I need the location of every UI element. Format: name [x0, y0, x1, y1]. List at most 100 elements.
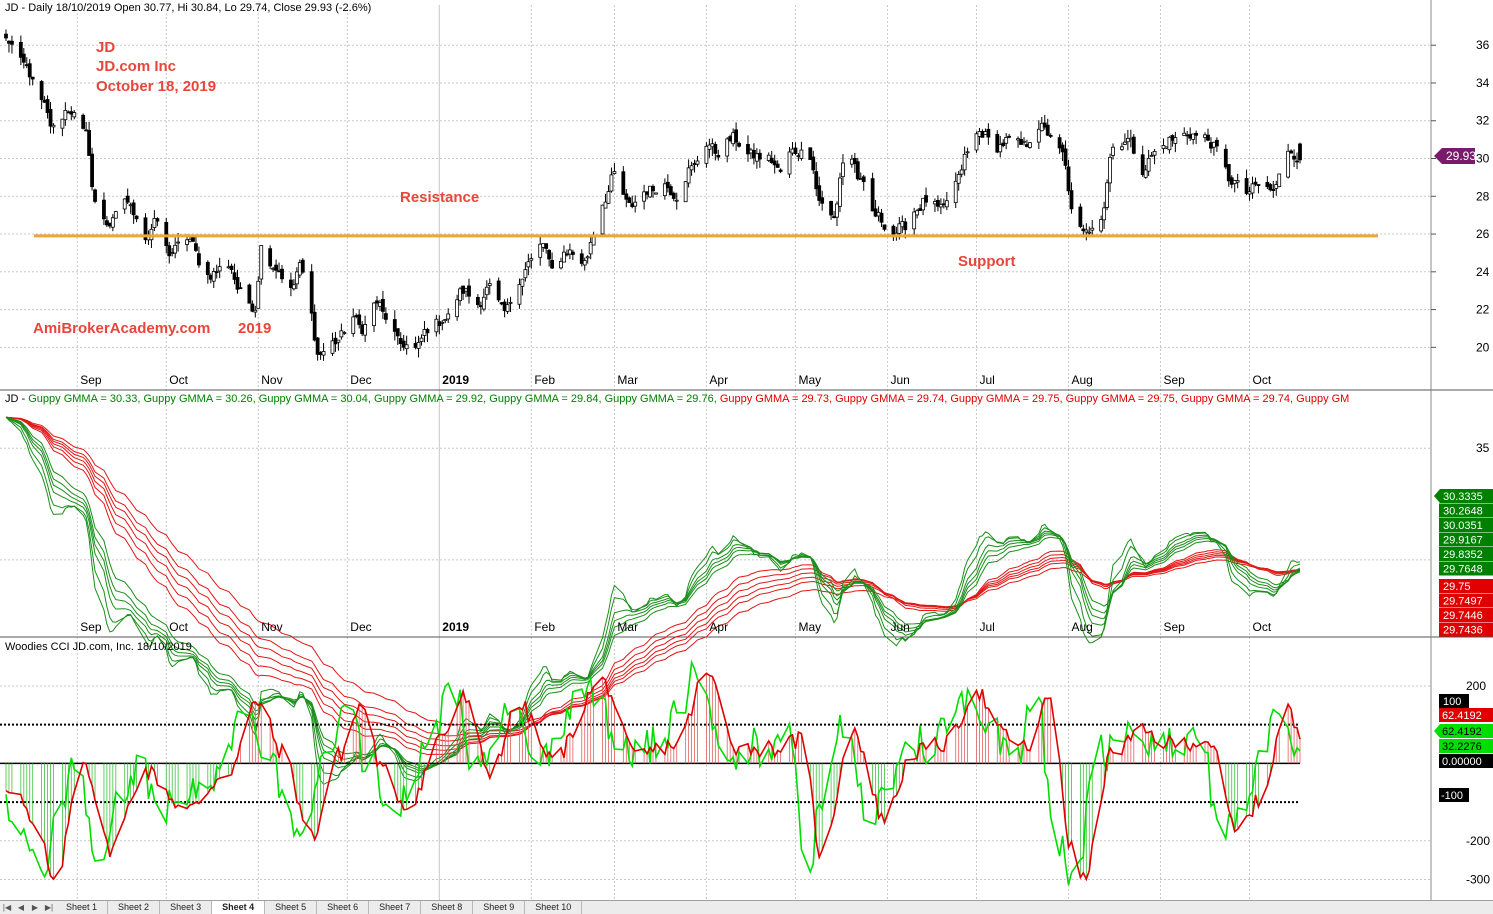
sheet-tab-3[interactable]: Sheet 3	[160, 901, 213, 914]
candle-body	[321, 351, 326, 356]
candle-body	[674, 199, 679, 202]
candle-body	[671, 192, 676, 199]
candle-body	[1226, 164, 1231, 182]
candle-body	[1078, 206, 1083, 227]
price-x-tick-label: Sep	[80, 373, 102, 387]
tab-first-icon[interactable]: |◀	[2, 903, 12, 912]
tab-next-icon[interactable]: ▶	[31, 903, 39, 912]
candle-body	[953, 180, 958, 204]
price-x-tick-label: Jun	[890, 373, 909, 387]
cci-badge-zero: 0.00000	[1442, 756, 1482, 768]
gmma-x-tick-label: Apr	[709, 620, 728, 634]
sheet-tab-5[interactable]: Sheet 5	[265, 901, 318, 914]
candle-body	[547, 249, 552, 260]
candle-body	[1274, 184, 1279, 189]
candle-body	[105, 220, 109, 226]
candle-body	[746, 144, 750, 155]
candle-body	[152, 218, 157, 228]
candle-body	[1143, 169, 1148, 178]
candle-body	[4, 33, 8, 39]
gmma-badge-green-bg	[1439, 547, 1493, 561]
gmma-x-tick-label: Sep	[1164, 620, 1186, 634]
price-x-tick-label: Nov	[261, 373, 282, 387]
candle-body	[879, 212, 884, 223]
candle-body	[529, 258, 534, 261]
candle-body	[651, 185, 655, 192]
gmma-value-badges: 30.3335 30.2648 30.0351 29.9167 29.8352 29.76…	[1434, 489, 1493, 637]
candle-body	[274, 264, 278, 271]
price-y-tick-label: 20	[1476, 340, 1490, 354]
sheet-tab-1[interactable]: Sheet 1	[56, 901, 109, 914]
candle-body	[1120, 146, 1124, 150]
candle-body	[1111, 146, 1115, 156]
gmma-x-tick-label: Dec	[350, 620, 371, 634]
candle-body	[645, 191, 649, 195]
candle-body	[980, 130, 985, 138]
tab-last-icon[interactable]: ▶|	[44, 903, 54, 912]
candle-body	[277, 270, 281, 273]
candle-body	[734, 129, 739, 143]
candle-body	[903, 221, 908, 231]
candle-body	[713, 144, 718, 154]
gmma-long-ema-line	[5, 416, 1301, 742]
gmma-long-ema-line	[5, 416, 1301, 726]
candle-body	[330, 340, 335, 354]
candle-body	[695, 160, 700, 165]
candle-body	[838, 177, 842, 207]
candle-body	[21, 53, 26, 63]
candle-body	[18, 41, 23, 58]
candle-body	[624, 193, 629, 200]
candle-body	[974, 133, 979, 151]
candle-body	[591, 236, 596, 246]
candle-body	[232, 272, 237, 280]
candle-body	[357, 314, 362, 325]
cci-badge-fast2: 32.2276	[1442, 741, 1482, 753]
sheet-tab-7[interactable]: Sheet 7	[369, 901, 422, 914]
sheet-tab-6[interactable]: Sheet 6	[317, 901, 370, 914]
candle-body	[339, 330, 344, 338]
candle-body	[1223, 148, 1228, 168]
gmma-x-tick-label: Aug	[1072, 620, 1093, 634]
candle-body	[855, 161, 860, 180]
sheet-tab-9[interactable]: Sheet 9	[473, 901, 526, 914]
candle-body	[1161, 145, 1166, 149]
candle-body	[333, 337, 338, 345]
candle-body	[728, 136, 733, 142]
gmma-x-tick-label: Jun	[890, 620, 909, 634]
sheet-tab-8[interactable]: Sheet 8	[421, 901, 474, 914]
candle-body	[1001, 142, 1006, 147]
candle-body	[487, 283, 492, 286]
gmma-badge-red: 29.7436	[1443, 625, 1483, 637]
candle-body	[897, 223, 902, 234]
candle-body	[1271, 189, 1276, 191]
candle-body	[725, 138, 730, 157]
gmma-header-item: Guppy GMMA = 29.76,	[605, 393, 720, 405]
candle-body	[861, 176, 866, 183]
candle-body	[977, 131, 982, 137]
gmma-header-item: Guppy GMMA = 29.74,	[1181, 393, 1296, 405]
candle-body	[416, 342, 421, 349]
candle-body	[496, 280, 501, 301]
candle-body	[351, 316, 356, 334]
tab-prev-icon[interactable]: ◀	[17, 903, 25, 912]
sheet-tab-10[interactable]: Sheet 10	[525, 901, 583, 914]
candle-body	[621, 171, 626, 195]
candle-body	[128, 204, 133, 207]
candle-body	[110, 217, 115, 228]
sheet-tab-2[interactable]: Sheet 2	[108, 901, 161, 914]
candle-body	[1253, 181, 1258, 185]
candle-body	[562, 251, 566, 263]
candle-body	[817, 185, 822, 201]
candle-body	[882, 224, 887, 230]
candle-body	[381, 298, 385, 312]
candle-body	[87, 130, 92, 156]
cci-badge-fast2-bg	[1439, 739, 1493, 753]
sheet-tab-4[interactable]: Sheet 4	[212, 901, 266, 914]
candle-body	[1188, 134, 1193, 139]
candle-body	[959, 169, 964, 175]
cci-y-tick-label: -300	[1466, 873, 1490, 887]
candle-body	[1182, 132, 1187, 137]
candle-body	[360, 324, 365, 334]
candle-body	[606, 191, 611, 204]
